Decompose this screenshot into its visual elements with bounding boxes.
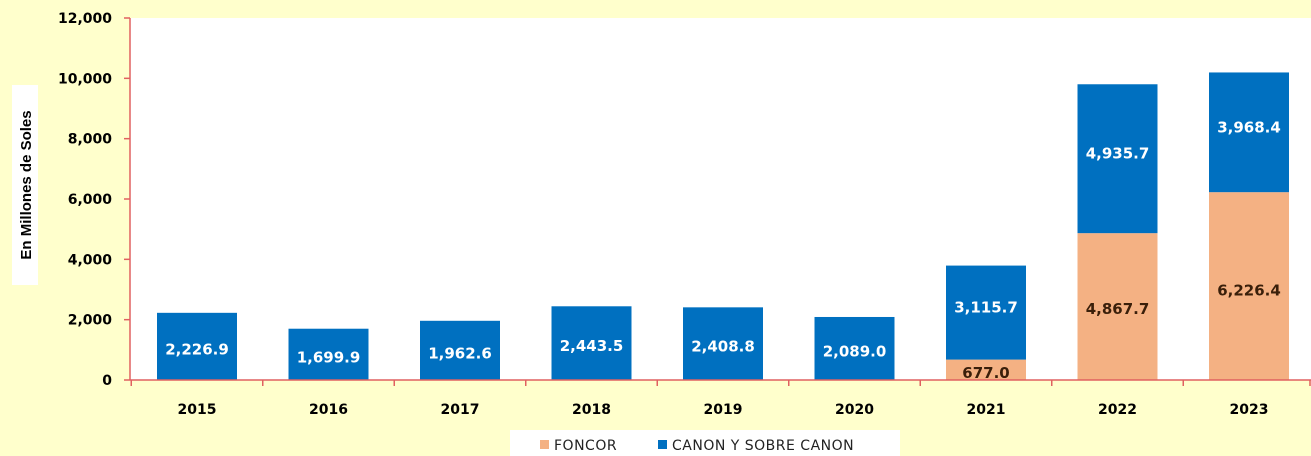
bar-segment-canon (288, 328, 369, 380)
bar-segment-canon (420, 320, 500, 380)
y-axis-label-group: En Millones de Soles (12, 85, 38, 285)
data-label: 1,962.6 (428, 344, 492, 362)
legend: FONCOR CANON Y SOBRE CANON (510, 430, 900, 456)
legend-box (510, 430, 900, 456)
y-tick-label: 2,000 (68, 313, 113, 329)
x-tick-label: 2015 (178, 402, 217, 418)
y-tick-label: 8,000 (68, 132, 113, 148)
x-tick-label: 2016 (309, 402, 348, 418)
data-label: 4,867.7 (1086, 300, 1150, 318)
legend-entry: FONCOR (554, 438, 617, 454)
y-tick-labels: 0 2,000 4,000 6,000 8,000 10,000 12,000 (58, 11, 112, 389)
data-label: 3,115.7 (954, 299, 1018, 317)
axis-ticks (124, 17, 1311, 386)
data-label: 3,968.4 (1217, 118, 1281, 136)
x-tick-labels: 2015 2016 2017 2018 2019 2020 2021 2022 2023 (178, 402, 1269, 418)
bar-segment-canon (1209, 72, 1289, 193)
data-label: 2,089.0 (823, 342, 887, 360)
x-tick-label: 2023 (1230, 402, 1269, 418)
bar-segment-canon (946, 265, 1026, 360)
y-axis-label-box (12, 85, 38, 285)
legend-swatch (540, 440, 549, 449)
bar-segment-canon (551, 306, 632, 380)
data-label: 6,226.4 (1217, 281, 1281, 299)
y-tick-label: 6,000 (68, 192, 113, 208)
data-labels: 2,226.9 1,699.9 1,962.6 2,443.5 2,408.8 2,089… (165, 118, 1281, 382)
x-tick-label: 2022 (1098, 402, 1137, 418)
x-tick-label: 2021 (967, 402, 1006, 418)
x-tick-label: 2019 (704, 402, 743, 418)
bar-segment-foncor (1209, 192, 1289, 380)
legend-entry: CANON Y SOBRE CANON (672, 438, 854, 454)
data-label: 1,699.9 (297, 348, 361, 366)
data-label: 677.0 (962, 364, 1009, 382)
x-tick-label: 2017 (441, 402, 480, 418)
data-label: 2,408.8 (691, 338, 755, 356)
data-label: 2,443.5 (560, 337, 624, 355)
bar-segment-canon (683, 307, 763, 380)
y-tick-label: 10,000 (58, 71, 112, 87)
bar-segment-canon (1077, 84, 1158, 234)
y-tick-label: 12,000 (58, 11, 112, 27)
bar-segment-canon (814, 316, 895, 380)
x-tick-label: 2018 (572, 402, 611, 418)
data-label: 4,935.7 (1086, 145, 1150, 163)
x-tick-label: 2020 (835, 402, 874, 418)
bar-segment-foncor (946, 359, 1026, 380)
bar-segment-canon (157, 312, 237, 380)
y-tick-label: 4,000 (68, 252, 113, 268)
y-axis-label: En Millones de Soles (18, 110, 35, 259)
bars (157, 72, 1289, 380)
data-label: 2,226.9 (165, 340, 229, 358)
legend-swatch (658, 440, 667, 449)
y-tick-label: 0 (102, 373, 112, 389)
bar-segment-foncor (1077, 233, 1158, 380)
